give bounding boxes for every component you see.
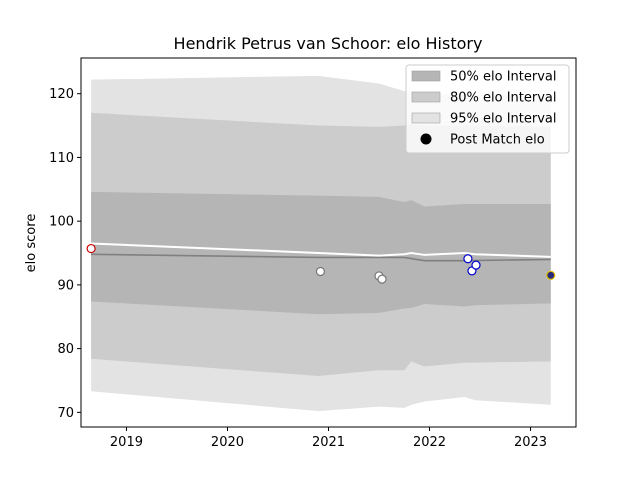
y-tick-label: 120 <box>49 87 74 102</box>
post-match-point <box>315 266 326 277</box>
y-tick-label: 110 <box>49 151 74 166</box>
plot-area <box>86 75 556 412</box>
legend-label: 50% elo Interval <box>450 70 557 85</box>
legend-swatch <box>411 112 441 124</box>
post-match-point <box>471 260 481 270</box>
y-tick-label: 80 <box>57 342 74 357</box>
x-tick-label: 2022 <box>413 435 446 450</box>
legend-marker <box>420 133 432 145</box>
legend: 50% elo Interval 80% elo Interval 95% elo … <box>405 64 570 154</box>
legend-label: 95% elo Interval <box>450 112 557 127</box>
y-tick-label: 100 <box>49 215 74 230</box>
x-tick-label: 2023 <box>514 435 547 450</box>
post-match-point <box>546 270 556 280</box>
legend-swatch <box>411 70 441 82</box>
post-match-point <box>86 243 96 254</box>
legend-label: 80% elo Interval <box>450 91 557 106</box>
x-tick-label: 2021 <box>312 435 345 450</box>
post-match-point <box>463 254 473 264</box>
legend-swatch <box>411 91 441 103</box>
estimate-elo-line <box>91 242 551 258</box>
post-match-point <box>377 274 387 284</box>
legend-label: Post Match elo <box>450 133 545 148</box>
y-tick-label: 90 <box>57 278 74 293</box>
x-tick-label: 2019 <box>110 435 143 450</box>
y-axis-label: elo score <box>24 214 39 273</box>
chart-title: Hendrik Petrus van Schoor: elo History <box>174 34 483 53</box>
x-tick-label: 2020 <box>211 435 244 450</box>
legend-box <box>405 64 570 154</box>
axes: 2019 2020 2021 2022 2023 70 80 90 100 110 120 <box>49 57 577 450</box>
y-tick-label: 70 <box>57 406 74 421</box>
